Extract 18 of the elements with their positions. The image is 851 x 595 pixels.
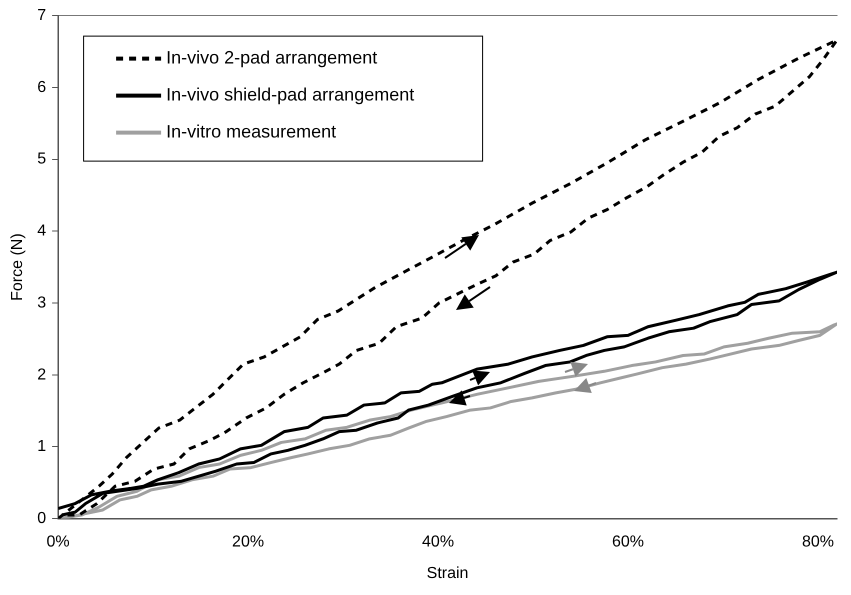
y-tick-label: 1 (37, 438, 46, 456)
y-tick-label: 7 (37, 7, 46, 24)
y-tick-label: 3 (37, 294, 46, 312)
legend-label: In-vivo 2-pad arrangement (166, 48, 378, 68)
legend-label: In-vivo shield-pad arrangement (166, 84, 414, 105)
x-tick-label: 0% (46, 534, 70, 551)
y-tick-label: 0 (37, 510, 46, 528)
y-tick-label: 6 (37, 78, 46, 96)
x-tick-label: 40% (422, 534, 454, 551)
x-axis-title: Strain (426, 564, 468, 582)
x-tick-label: 60% (612, 534, 644, 551)
x-tick-label: 80% (802, 534, 834, 551)
x-tick-label: 20% (232, 534, 264, 551)
y-tick-label: 2 (37, 366, 46, 384)
y-tick-label: 4 (37, 222, 46, 240)
legend-label: In-vitro measurement (166, 122, 336, 142)
y-tick-label: 5 (37, 150, 46, 168)
y-axis-title: Force (N) (9, 233, 26, 301)
